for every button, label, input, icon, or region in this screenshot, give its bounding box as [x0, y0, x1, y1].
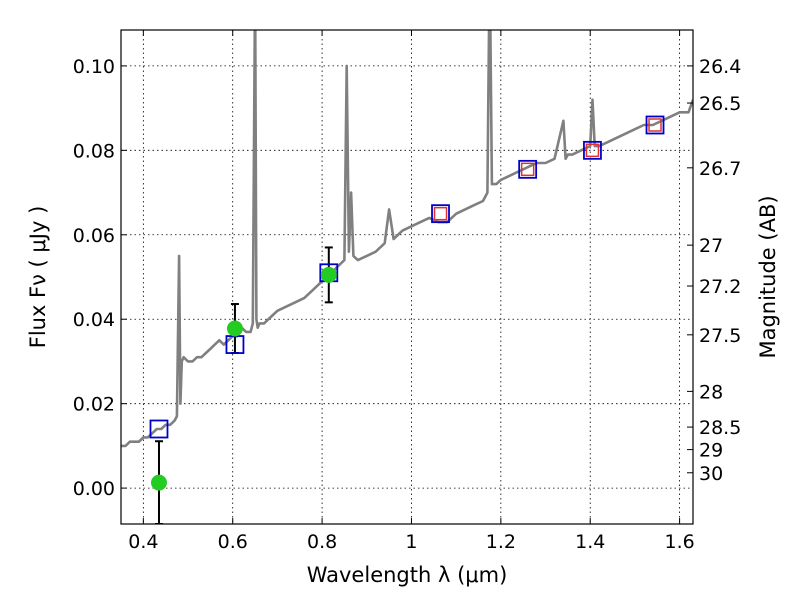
model-box-inner [520, 162, 535, 177]
x-tick-label: 1.6 [664, 531, 694, 553]
y2-tick-label: 26.7 [699, 158, 741, 180]
model-box [645, 115, 665, 135]
x-axis-label: Wavelength λ (μm) [307, 563, 508, 587]
x-tick-label: 1 [405, 531, 417, 553]
y2-tick-label: 27.2 [699, 276, 741, 298]
y-axis-label: Flux Fν ( μJy ) [26, 206, 50, 349]
y2-tick-label: 28.5 [699, 417, 741, 439]
y-tick-label: 0.00 [73, 478, 115, 500]
y-tick-label: 0.08 [73, 140, 115, 162]
model-box-inner [648, 118, 662, 132]
y-tick-label: 0.06 [73, 225, 115, 247]
y-tick-label: 0.02 [73, 394, 115, 416]
x-tick-label: 1.2 [486, 531, 516, 553]
y2-tick-label: 29 [699, 440, 723, 462]
y2-tick-label: 30 [699, 463, 723, 485]
model-box [583, 140, 602, 160]
x-tick-label: 1.4 [575, 531, 605, 553]
y-tick-label: 0.04 [73, 309, 115, 331]
y2-tick-label: 27 [699, 235, 723, 257]
x-tick-label: 0.8 [307, 531, 337, 553]
ticks: 0.4 0.6 0.8 1 1.2 1.4 1.6 0.00 0.02 0.04 0.06 0.08 0… [73, 30, 741, 553]
model-box [518, 159, 538, 179]
x-tick-label: 0.6 [218, 531, 248, 553]
y2-axis-label: Magnitude (AB) [756, 195, 780, 358]
model-box [149, 419, 169, 439]
observed-point [150, 474, 167, 491]
model-box [431, 204, 450, 224]
x-tick-label: 0.4 [128, 531, 158, 553]
spectrum-line [121, 30, 693, 448]
y2-tick-label: 27.5 [699, 325, 741, 347]
model-box-inner [433, 206, 448, 221]
y-tick-label: 0.10 [73, 56, 115, 78]
y2-tick-label: 26.4 [699, 56, 741, 78]
y2-tick-label: 28 [699, 381, 723, 403]
series-layer [121, 30, 693, 524]
y2-tick-label: 26.5 [699, 93, 741, 115]
observed-point [320, 266, 337, 283]
model-box-inner [585, 143, 600, 158]
observed-point [226, 320, 243, 337]
plot-frame [120, 29, 694, 525]
